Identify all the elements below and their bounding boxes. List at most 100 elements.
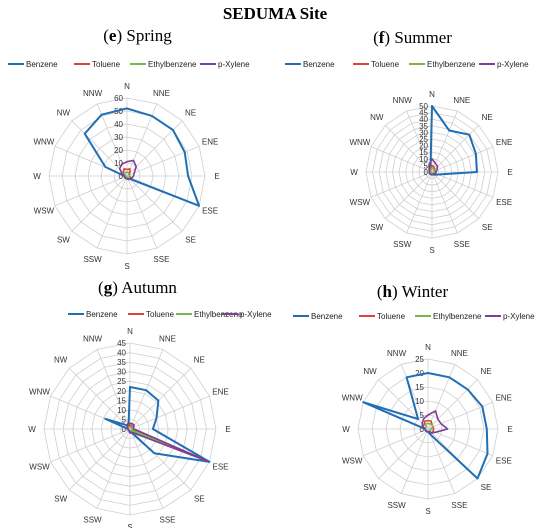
panel-letter: h (382, 282, 392, 301)
direction-label: WNW (29, 388, 50, 397)
legend-item-benzene: Benzene (8, 60, 58, 70)
legend-item-ethylbenzene: Ethylbenzene (130, 60, 196, 70)
figure-title: SEDUMA Site (222, 4, 328, 23)
panel-season: Summer (394, 28, 452, 47)
direction-label: ENE (496, 394, 512, 403)
direction-label: SW (57, 236, 70, 245)
direction-label: NNE (453, 96, 470, 105)
grid-spoke (427, 428, 493, 457)
panel-letter: e (108, 26, 117, 45)
direction-label: ESE (202, 206, 218, 215)
grid-spoke (96, 428, 131, 509)
grid-spoke (54, 175, 128, 207)
radial-tick-label: 30 (114, 133, 123, 142)
legend-item-ethylbenzene: Ethylbenzene (415, 312, 481, 322)
legend-swatch (8, 62, 24, 65)
panel-title: (f) Summer (373, 28, 452, 47)
grid-spoke (126, 175, 183, 232)
radial-tick-label: 45 (419, 109, 428, 118)
direction-label: S (429, 246, 434, 255)
direction-label: N (127, 327, 133, 336)
panel-title: (g) Autumn (98, 278, 177, 297)
legend-label: Toluene (92, 60, 121, 69)
direction-label: E (214, 172, 219, 181)
radial-tick-label: 15 (117, 396, 126, 405)
grid-spoke (363, 428, 429, 457)
panel-letter: f (378, 28, 385, 47)
radial-tick-label: 10 (117, 406, 126, 415)
legend-label: Ethylbenzene (148, 60, 197, 69)
grid-spoke (406, 171, 433, 234)
direction-label: S (425, 507, 430, 516)
legend-item-p-xylene: p-Xylene (485, 312, 535, 322)
radial-tick-label: 15 (419, 148, 428, 157)
radial-tick-label: 0 (119, 172, 124, 181)
radial-tick-label: 45 (117, 339, 126, 348)
grid-spoke (126, 145, 200, 177)
legend-label: p-Xylene (218, 60, 250, 69)
direction-label: N (425, 343, 431, 352)
series-line (429, 167, 436, 175)
panel-season: Winter (401, 282, 449, 301)
direction-label: SW (54, 494, 67, 503)
direction-label: W (28, 425, 36, 434)
direction-label: SSE (451, 501, 467, 510)
legend-item-toluene: Toluene (353, 60, 399, 70)
grid-spoke (129, 428, 164, 509)
direction-label: SSW (83, 516, 102, 525)
direction-label: NNW (83, 335, 103, 344)
legend-swatch (74, 62, 90, 65)
legend-swatch (200, 62, 216, 65)
grid-spoke (370, 146, 433, 173)
series-line (123, 171, 131, 179)
direction-label: NNW (387, 349, 407, 358)
legend-label: Ethylbenzene (427, 60, 476, 69)
chart-legend: Benzene Toluene Ethylbenzene p-Xylene (275, 312, 550, 326)
legend-label: Benzene (86, 310, 118, 319)
chart-legend: Benzene Toluene Ethylbenzene p-Xylene (0, 310, 275, 324)
direction-label: SSW (83, 255, 102, 264)
legend-label: Toluene (146, 310, 175, 319)
legend-item-benzene: Benzene (68, 310, 118, 320)
grid-spoke (427, 428, 456, 494)
legend-item-p-xylene: p-Xylene (200, 60, 250, 70)
radial-tick-label: 20 (415, 369, 424, 378)
direction-label: WSW (342, 456, 363, 465)
radial-tick-label: 0 (122, 425, 127, 434)
legend-swatch (68, 312, 84, 315)
direction-label: NNE (153, 89, 170, 98)
legend-label: p-Xylene (497, 60, 529, 69)
direction-label: ESE (496, 456, 512, 465)
legend-swatch (176, 312, 192, 315)
legend-swatch (479, 62, 495, 65)
radial-tick-label: 35 (117, 358, 126, 367)
legend-swatch (285, 62, 301, 65)
grid-spoke (400, 428, 429, 494)
direction-label: WNW (342, 394, 363, 403)
direction-label: S (124, 262, 129, 270)
direction-label: WNW (33, 138, 54, 147)
radial-tick-label: 5 (122, 415, 127, 424)
grid-spoke (50, 428, 131, 463)
legend-item-p-xylene: p-Xylene (222, 310, 272, 320)
legend-item-p-xylene: p-Xylene (479, 60, 529, 70)
direction-label: NNE (159, 335, 176, 344)
grid-spoke (431, 171, 494, 198)
direction-label: NE (482, 113, 493, 122)
radial-tick-label: 10 (415, 397, 424, 406)
direction-label: SSW (393, 240, 412, 249)
legend-swatch (415, 314, 431, 317)
legend-swatch (128, 312, 144, 315)
legend-label: Toluene (377, 312, 406, 321)
radar-chart-summer: 05101520253035404550NNNENEENEEESESESSESS… (349, 90, 512, 255)
grid-spoke (378, 379, 429, 430)
direction-label: SSE (159, 516, 175, 525)
radial-tick-label: 0 (424, 168, 429, 177)
legend-swatch (359, 314, 375, 317)
legend-label: Toluene (371, 60, 400, 69)
radial-tick-label: 50 (419, 102, 428, 111)
radial-tick-label: 30 (419, 128, 428, 137)
grid-spoke (431, 171, 458, 234)
direction-label: SSE (153, 255, 169, 264)
